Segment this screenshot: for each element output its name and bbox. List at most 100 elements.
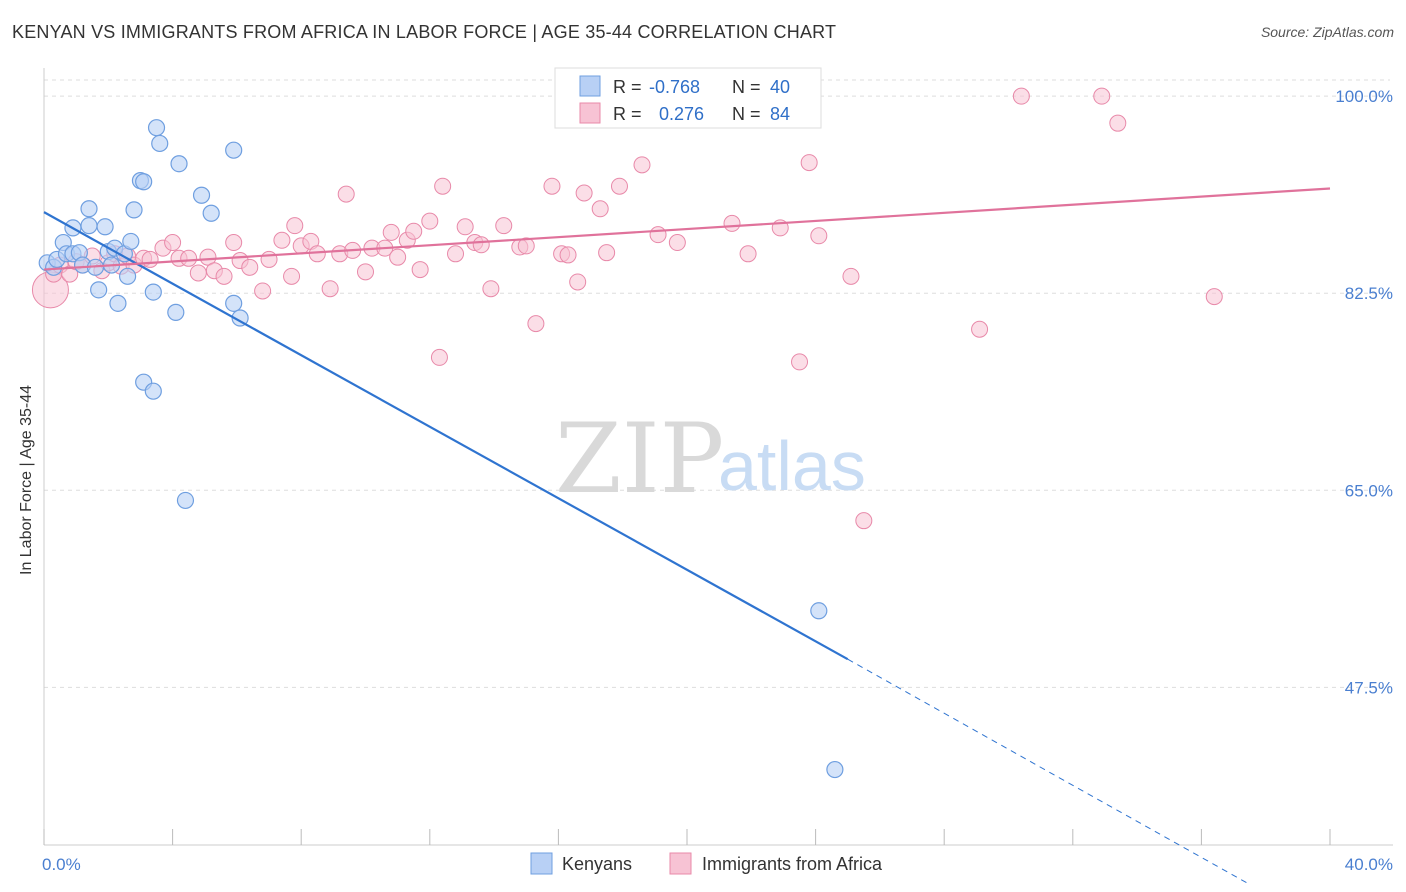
kenyans-point <box>151 134 169 153</box>
source-label: Source: ZipAtlas.com <box>1260 24 1394 40</box>
kenyans-point <box>144 382 162 400</box>
legend-r-label: R = <box>613 104 642 124</box>
immigrants-point <box>633 156 651 174</box>
immigrants-point <box>260 250 278 268</box>
legend-n-label: N = <box>732 77 761 97</box>
immigrants-point <box>382 223 400 241</box>
kenyans-point <box>826 760 844 779</box>
immigrants-point <box>456 218 474 236</box>
legend-item-immigrants: Immigrants from Africa <box>702 854 883 874</box>
immigrants-point <box>1205 288 1223 306</box>
kenyans-point <box>144 283 162 301</box>
kenyans-point <box>96 218 114 236</box>
immigrants-point <box>273 231 291 249</box>
legend-swatch-immigrants <box>669 852 692 875</box>
immigrants-point <box>598 244 616 262</box>
immigrants-point <box>575 184 593 202</box>
kenyans-point <box>225 141 243 159</box>
immigrants-point <box>971 320 989 338</box>
legend-n-value: 40 <box>770 77 790 97</box>
immigrants-point <box>225 234 243 252</box>
immigrants-point <box>254 282 272 300</box>
immigrants-point <box>241 258 259 276</box>
immigrants-point <box>495 217 513 235</box>
immigrants-point <box>283 267 301 285</box>
immigrants-point <box>308 245 326 263</box>
immigrants-point <box>739 245 757 263</box>
x-tick-label: 40.0% <box>1345 855 1393 874</box>
immigrants-point <box>430 348 448 366</box>
kenyans-point <box>192 186 211 204</box>
immigrants-point <box>810 227 828 245</box>
kenyans-point <box>125 201 143 219</box>
y-tick-label: 65.0% <box>1345 481 1393 500</box>
immigrants-point <box>569 273 587 291</box>
kenyans-point <box>147 119 166 137</box>
trend-lines <box>43 187 1331 885</box>
immigrants-point <box>357 263 374 281</box>
immigrants-point <box>668 234 686 252</box>
kenyans-point <box>176 491 195 510</box>
watermark-atlas: atlas <box>718 427 866 505</box>
legend-r-label: R = <box>613 77 642 97</box>
immigrants-point <box>472 236 490 254</box>
legend-n-label: N = <box>732 104 761 124</box>
immigrants-point <box>141 250 159 268</box>
kenyans-trend-line <box>43 211 849 661</box>
kenyans-point <box>135 173 153 191</box>
immigrants-point <box>517 237 535 255</box>
immigrants-point <box>389 248 407 266</box>
gridlines <box>44 79 1390 688</box>
y-tick-labels: 47.5% 65.0% 82.5% 100.0% <box>1335 87 1393 697</box>
kenyans-point <box>167 303 185 321</box>
immigrants-point <box>527 315 545 333</box>
legend-r-value: 0.276 <box>659 104 704 124</box>
legend-swatch-immigrants <box>579 102 601 124</box>
immigrants-point <box>411 261 429 279</box>
immigrants-point <box>337 185 355 203</box>
y-tick-label: 82.5% <box>1345 284 1393 303</box>
series-legend: Kenyans Immigrants from Africa <box>530 852 883 875</box>
immigrants-point <box>434 177 452 195</box>
immigrants-point <box>591 200 609 218</box>
legend-r-value: -0.768 <box>649 77 700 97</box>
immigrants-point <box>1012 87 1030 105</box>
immigrants-point <box>855 512 873 530</box>
kenyans-point <box>118 267 137 285</box>
immigrants-point <box>215 267 233 285</box>
immigrants-point <box>180 249 198 267</box>
immigrants-point <box>800 154 818 172</box>
kenyans-trend-extension <box>847 658 1250 885</box>
legend-swatch-kenyans <box>579 75 601 97</box>
kenyans-point <box>170 155 188 173</box>
immigrants-point <box>842 267 860 285</box>
immigrants-point <box>791 353 809 371</box>
immigrants-point <box>421 212 439 230</box>
kenyans-point <box>80 200 98 218</box>
immigrants-trend-line <box>43 187 1331 271</box>
immigrants-point <box>1109 114 1127 132</box>
immigrants-point <box>1093 87 1111 105</box>
kenyans-points <box>38 119 844 779</box>
kenyans-point <box>122 232 140 251</box>
immigrants-point <box>559 246 577 264</box>
chart-title: KENYAN VS IMMIGRANTS FROM AFRICA IN LABO… <box>12 22 837 42</box>
correlation-legend: R = -0.768 N = 40 R = 0.276 N = 84 <box>554 67 822 129</box>
kenyans-point <box>90 281 108 299</box>
immigrants-point <box>405 222 423 240</box>
axes <box>43 68 1393 846</box>
kenyans-point <box>202 204 220 222</box>
watermark-zip: ZIP <box>555 403 724 515</box>
immigrants-point <box>610 177 628 195</box>
immigrants-point <box>482 280 500 298</box>
y-tick-label: 47.5% <box>1345 678 1393 697</box>
legend-item-kenyans: Kenyans <box>562 854 632 874</box>
x-tick-label: 0.0% <box>42 855 81 874</box>
immigrants-point <box>321 280 339 298</box>
immigrants-point <box>447 245 465 263</box>
kenyans-point <box>80 217 98 235</box>
immigrants-point <box>723 214 741 232</box>
kenyans-point <box>225 294 243 312</box>
immigrants-point <box>649 226 667 244</box>
